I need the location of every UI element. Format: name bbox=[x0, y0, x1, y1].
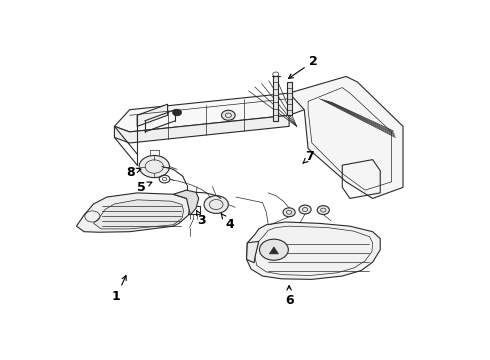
Polygon shape bbox=[115, 93, 304, 132]
Polygon shape bbox=[273, 76, 278, 121]
Text: 3: 3 bbox=[196, 211, 206, 227]
Text: 2: 2 bbox=[289, 55, 318, 78]
Text: 8: 8 bbox=[126, 166, 141, 179]
Text: 4: 4 bbox=[221, 214, 235, 231]
Circle shape bbox=[221, 110, 235, 120]
Polygon shape bbox=[137, 104, 168, 126]
Polygon shape bbox=[173, 190, 199, 215]
Circle shape bbox=[283, 208, 295, 217]
Polygon shape bbox=[76, 193, 190, 232]
Polygon shape bbox=[246, 222, 380, 279]
Text: 6: 6 bbox=[285, 285, 294, 307]
Circle shape bbox=[175, 111, 179, 114]
Circle shape bbox=[260, 239, 288, 260]
Circle shape bbox=[317, 206, 329, 215]
Circle shape bbox=[204, 196, 228, 213]
Polygon shape bbox=[246, 242, 259, 263]
Text: 7: 7 bbox=[303, 150, 315, 163]
Circle shape bbox=[172, 109, 182, 116]
Text: 1: 1 bbox=[112, 275, 126, 303]
Polygon shape bbox=[94, 200, 184, 229]
Polygon shape bbox=[115, 115, 289, 143]
Polygon shape bbox=[287, 82, 292, 115]
Circle shape bbox=[139, 156, 170, 177]
Text: 5: 5 bbox=[137, 181, 152, 194]
Circle shape bbox=[299, 205, 311, 214]
Polygon shape bbox=[289, 76, 403, 198]
Polygon shape bbox=[270, 247, 278, 254]
